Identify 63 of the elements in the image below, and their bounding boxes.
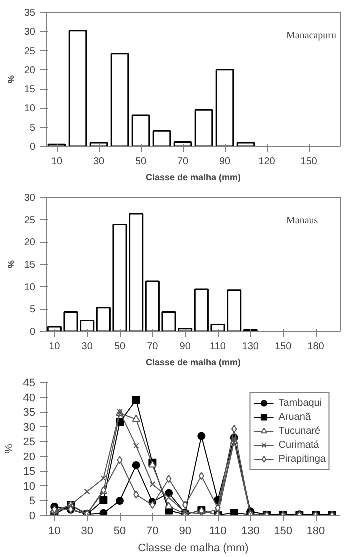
x-tick-label: 150	[300, 156, 318, 168]
y-tick-label: 0	[30, 327, 36, 338]
x-tick-label: 120	[258, 156, 276, 168]
y-tick-label: 35	[24, 8, 36, 19]
y-tick-label: 35	[23, 407, 36, 420]
annotation: Manaus	[286, 216, 318, 226]
x-tick-label: 30	[81, 526, 94, 538]
y-tick-label: 20	[24, 65, 36, 76]
x-tick-label: 110	[210, 342, 226, 352]
y-tick-label: 0	[30, 142, 36, 153]
x-tick-label: 70	[147, 342, 159, 352]
x-tick-label: 50	[114, 342, 126, 352]
legend-label: Tambaqui	[278, 397, 322, 409]
x-tick-label: 180	[306, 526, 326, 538]
y-tick-label: 30	[24, 193, 36, 204]
legend-label: Tucunaré	[278, 425, 321, 437]
x-tick-label: 180	[308, 342, 325, 352]
x-tick-label: 30	[82, 342, 94, 352]
y-tick-label: 10	[24, 282, 36, 294]
y-tick-label: 25	[24, 46, 36, 58]
legend-label: Curimatá	[278, 439, 320, 451]
annotation: Manacapuru	[286, 30, 336, 42]
x-tick-label: 70	[177, 156, 189, 168]
y-tick-label: 10	[24, 104, 36, 115]
x-tick-label: 30	[93, 156, 105, 168]
y-tick-label: 5	[29, 496, 36, 508]
y-tick-label: 10	[23, 480, 36, 493]
x-tick-label: 90	[179, 526, 192, 538]
y-tick-label: 15	[23, 466, 36, 478]
x-tick-label: 90	[219, 156, 231, 168]
x-tick-label: 10	[51, 156, 63, 168]
x-axis-title: Classe de malha (mm)	[138, 542, 249, 554]
y-tick-label: 25	[24, 215, 36, 226]
y-tick-label: 20	[24, 238, 36, 249]
x-tick-label: 150	[274, 526, 293, 538]
x-axis-title: Classe de malha (mm)	[146, 358, 242, 368]
y-axis-title: %	[6, 260, 16, 268]
legend-label: Aruanã	[278, 411, 311, 423]
y-tick-label: 0	[29, 510, 36, 522]
y-tick-label: 15	[24, 260, 36, 271]
x-tick-label: 50	[114, 526, 126, 538]
x-tick-label: 50	[135, 156, 147, 168]
y-tick-label: 20	[23, 451, 36, 464]
x-tick-label: 70	[146, 526, 159, 538]
y-axis-title: %	[6, 75, 16, 84]
y-tick-label: 45	[23, 378, 36, 390]
y-tick-label: 30	[23, 422, 36, 434]
y-tick-label: 25	[23, 436, 36, 449]
x-tick-label: 10	[49, 342, 61, 352]
x-tick-label: 130	[242, 342, 260, 352]
x-axis-title: Classe de malha (mm)	[146, 172, 242, 182]
x-tick-label: 130	[241, 526, 260, 538]
legend-label: Pirapitinga	[278, 453, 326, 465]
y-tick-label: 5	[30, 304, 36, 316]
x-tick-label: 90	[180, 342, 192, 352]
x-tick-label: 10	[48, 526, 61, 538]
y-tick-label: 15	[24, 84, 36, 96]
y-tick-label: 40	[23, 392, 36, 404]
x-tick-label: 150	[274, 342, 292, 352]
x-tick-label: 110	[209, 526, 227, 538]
y-tick-label: 5	[30, 122, 36, 134]
y-axis-title: %	[3, 444, 16, 454]
y-tick-label: 30	[24, 27, 36, 38]
